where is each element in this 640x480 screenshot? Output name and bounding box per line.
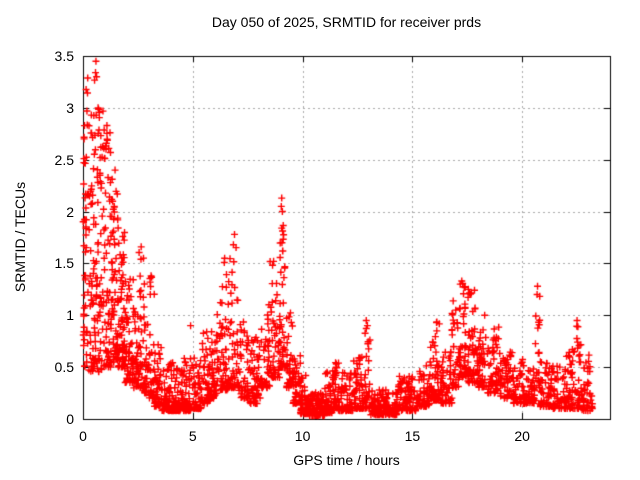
y-tick-label: 3 xyxy=(66,99,74,116)
x-tick-label: 20 xyxy=(514,428,530,444)
y-tick-label: 3.5 xyxy=(54,48,74,64)
y-tick-label: 0.5 xyxy=(54,359,74,376)
y-tick-label: 1 xyxy=(66,307,74,324)
y-axis-label: SRMTID / TECUs xyxy=(12,181,28,293)
x-axis-label: GPS time / hours xyxy=(293,452,400,468)
y-tick-label: 0 xyxy=(66,411,74,427)
y-tick-label: 2 xyxy=(66,203,74,220)
y-tick-label: 1.5 xyxy=(54,255,74,272)
chart-title: Day 050 of 2025, SRMTID for receiver prd… xyxy=(211,14,482,30)
x-tick-label: 15 xyxy=(404,428,421,444)
x-tick-label: 0 xyxy=(79,428,87,444)
y-tick-label: 2.5 xyxy=(54,151,74,168)
x-tick-label: 10 xyxy=(294,428,311,444)
x-tick-label: 5 xyxy=(188,428,197,444)
